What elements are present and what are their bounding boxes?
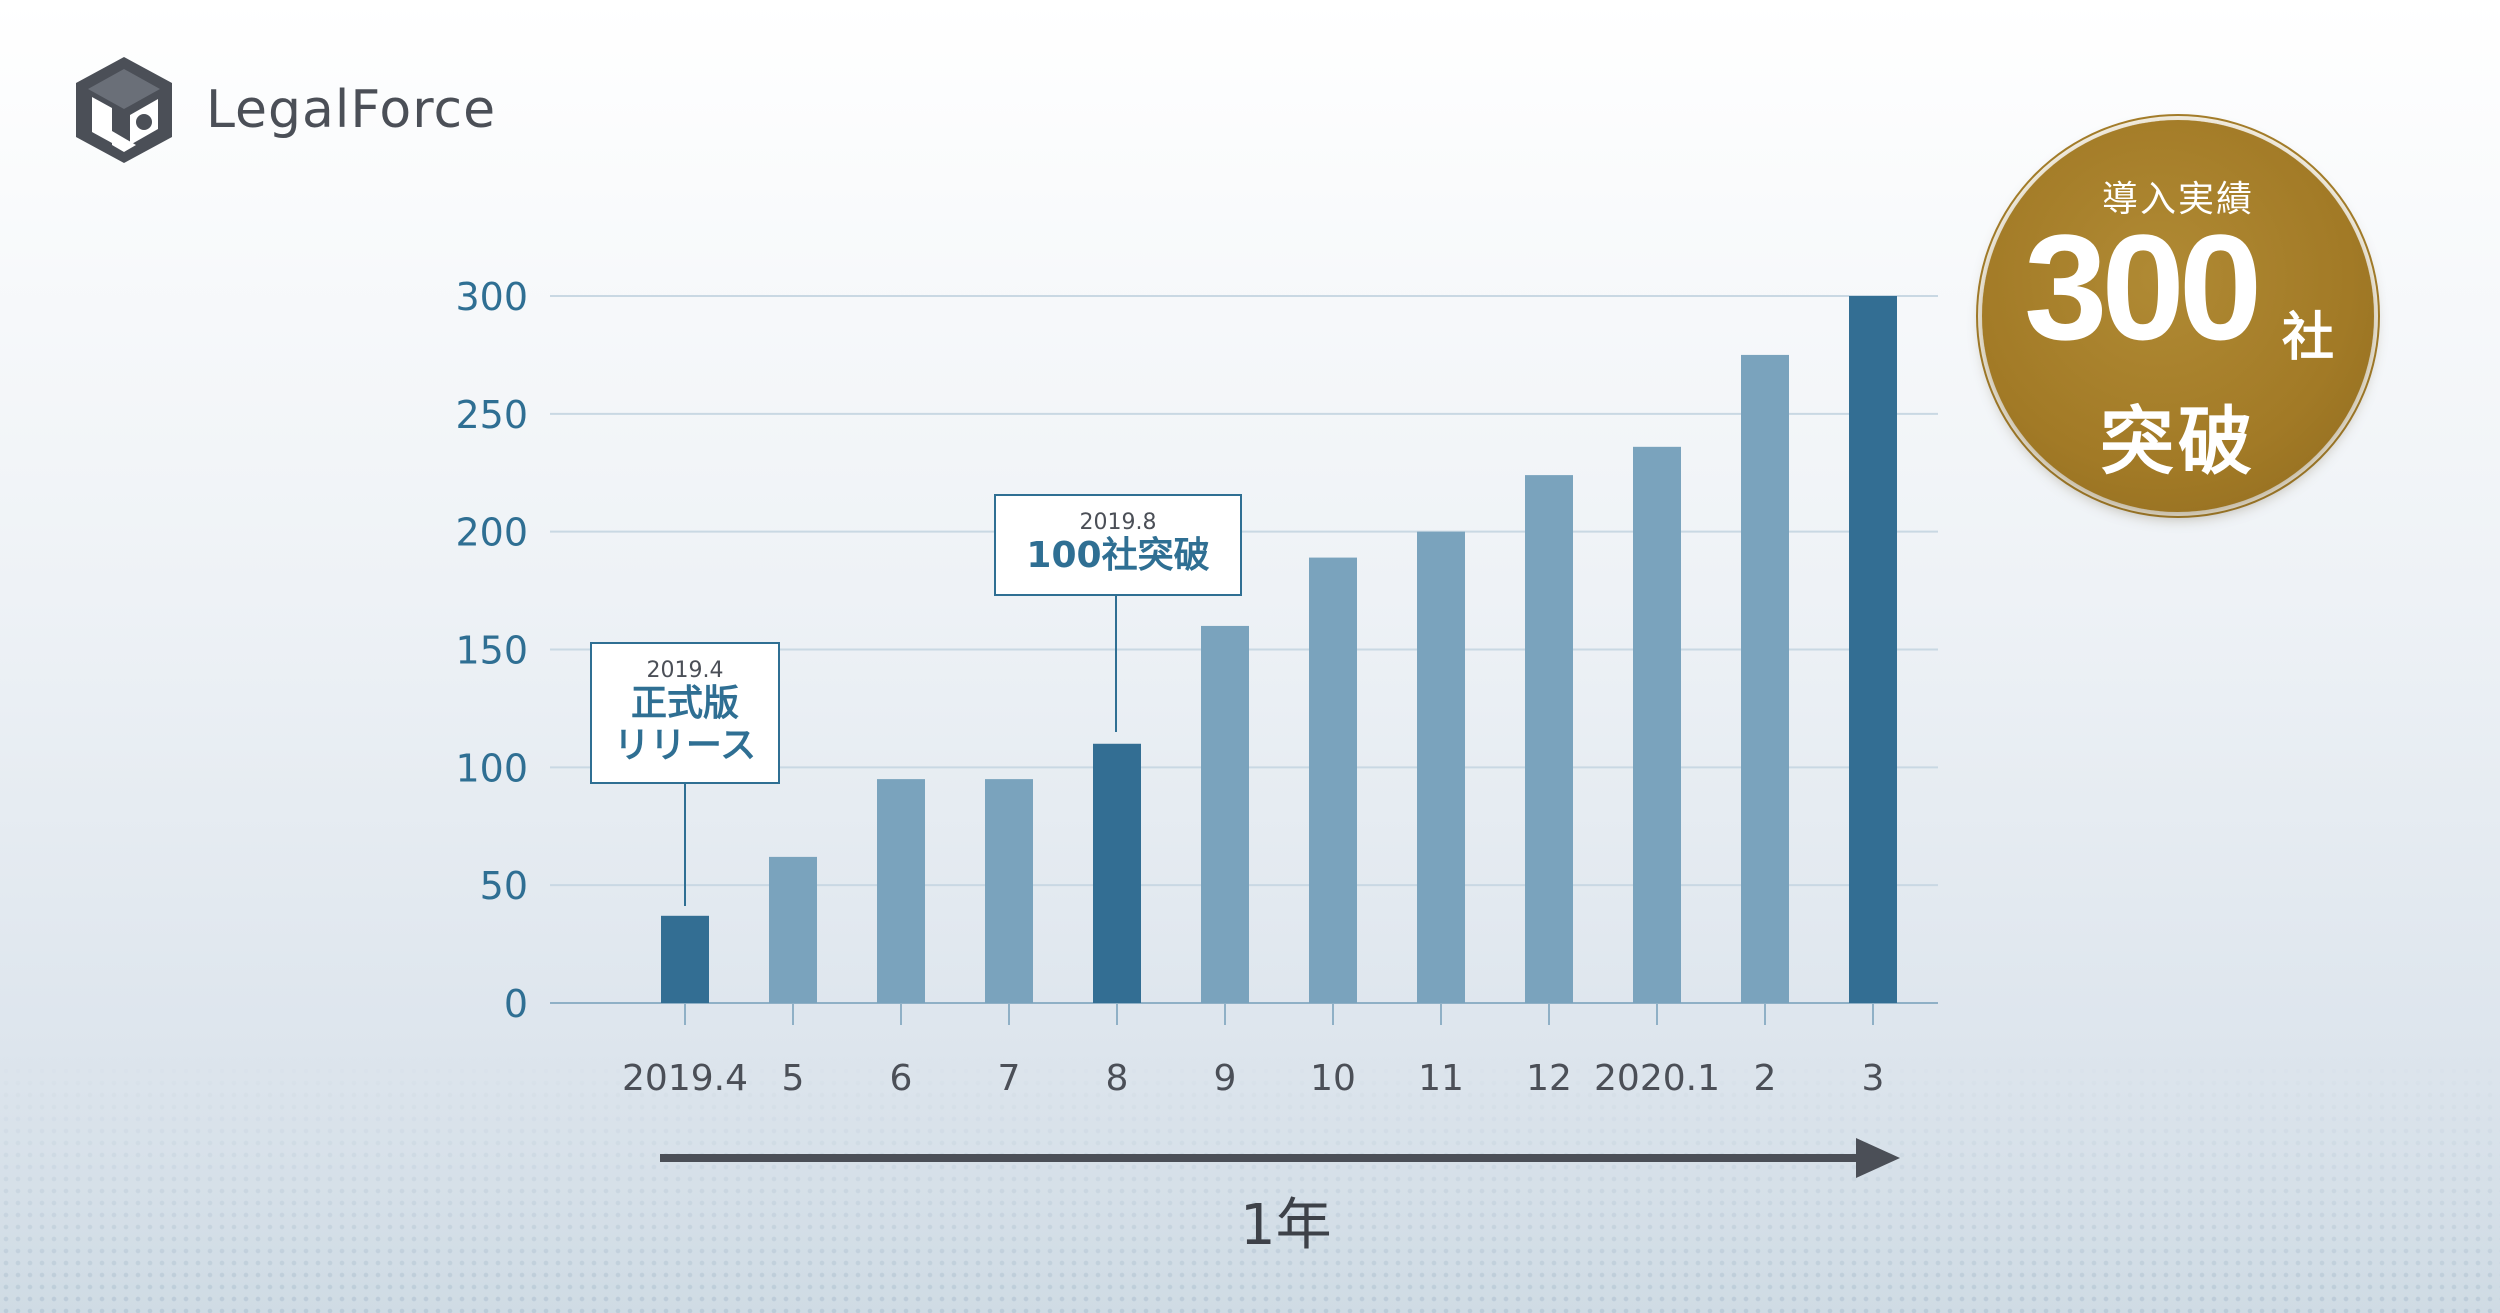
bars [661, 296, 1897, 1004]
bar [1525, 475, 1573, 1003]
x-tick-label: 5 [782, 1058, 805, 1099]
bar [1309, 557, 1357, 1003]
y-tick-label: 250 [455, 393, 528, 437]
badge-top-text: 導入実績 [2101, 179, 2254, 220]
bar [985, 779, 1033, 1003]
x-tick-label: 9 [1214, 1058, 1237, 1099]
bar [661, 915, 709, 1003]
timeline-label: 1年 [1240, 1193, 1332, 1258]
x-tick-label: 2 [1754, 1058, 1777, 1099]
callout-release-line-1: 正式版 [630, 683, 739, 724]
y-tick-label: 50 [480, 864, 528, 908]
x-tick-label: 12 [1526, 1058, 1572, 1099]
y-tick-label: 200 [455, 511, 528, 555]
x-tick-label: 10 [1310, 1058, 1356, 1099]
badge-unit: 社 [2282, 308, 2335, 368]
bar [877, 779, 925, 1003]
callout-100-text: 100社突破 [1026, 535, 1210, 576]
x-tick-label: 8 [1106, 1058, 1129, 1099]
bar [1741, 354, 1789, 1004]
callout-release-date: 2019.4 [646, 658, 724, 683]
dotted-background [0, 1053, 2500, 1313]
x-tick-label: 3 [1862, 1058, 1885, 1099]
callout-100: 2019.8 100社突破 [994, 494, 1242, 596]
x-tick-label: 2019.4 [622, 1058, 748, 1099]
callout-100-date: 2019.8 [1079, 510, 1157, 535]
lf-cube-logo-icon [76, 57, 172, 163]
x-tick-label: 2020.1 [1594, 1058, 1720, 1099]
callout-release-line-2: リリース [613, 725, 757, 766]
badge-number: 300 [2024, 203, 2262, 371]
y-tick-label: 0 [504, 982, 528, 1026]
x-tick-label: 11 [1418, 1058, 1464, 1099]
bar [1849, 296, 1897, 1003]
brand-name: LegalForce [206, 80, 497, 140]
badge-bottom-text: 突破 [2100, 399, 2256, 485]
y-tick-label: 300 [455, 275, 528, 319]
y-tick-label: 150 [455, 629, 528, 673]
x-tick-label: 6 [890, 1058, 913, 1099]
bar [1201, 625, 1249, 1003]
callout-release: 2019.4 正式版 リリース [590, 642, 780, 784]
bar [1093, 743, 1141, 1003]
achievement-badge: 導入実績 300 社 突破 [1982, 120, 2374, 512]
brand-logo: LegalForce [72, 55, 496, 165]
bar [1417, 531, 1465, 1003]
y-tick-label: 100 [455, 746, 528, 790]
bar [1633, 446, 1681, 1003]
y-axis-ticks: 0 50 100 150 200 250 300 [455, 275, 528, 1026]
x-axis-ticks: 2019.4 5 6 7 8 9 10 11 12 2020.1 2 3 [622, 1003, 1884, 1099]
timeline-arrow-head-icon [1856, 1138, 1900, 1178]
bar [769, 856, 817, 1003]
x-tick-label: 7 [998, 1058, 1021, 1099]
